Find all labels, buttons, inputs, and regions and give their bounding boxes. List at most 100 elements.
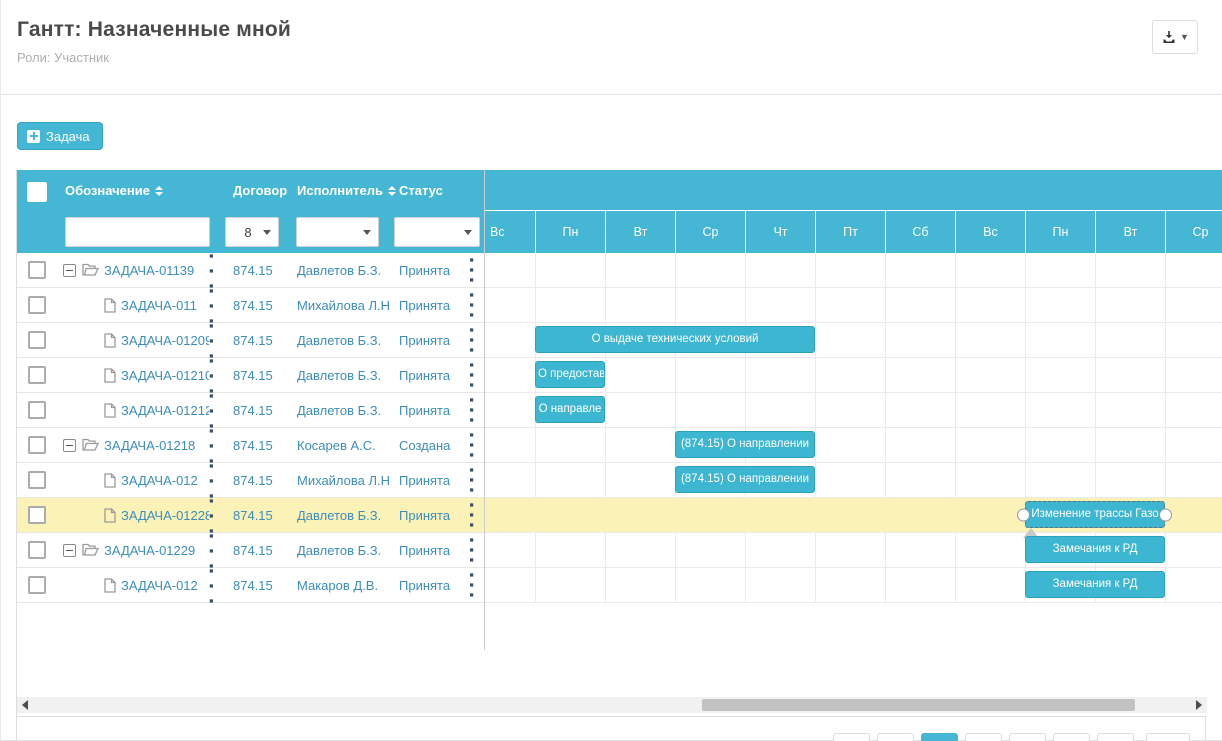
contract-link[interactable]: 874.15 bbox=[233, 402, 273, 418]
task-link[interactable]: ЗАДАЧА-01228 bbox=[121, 507, 209, 523]
task-link[interactable]: ЗАДАЧА-01229 bbox=[104, 542, 196, 558]
filter-status-select[interactable] bbox=[394, 217, 480, 247]
kebab-menu-icon[interactable]: ▪ ▪ ▪ bbox=[209, 492, 214, 538]
resize-handle-right[interactable] bbox=[1159, 508, 1172, 522]
task-link[interactable]: ЗАДАЧА-01218 bbox=[104, 437, 196, 453]
task-link[interactable]: ЗАДАЧА-011 bbox=[121, 297, 197, 313]
export-page-button[interactable] bbox=[1146, 733, 1190, 741]
contract-link[interactable]: 874.15 bbox=[233, 332, 273, 348]
kebab-menu-icon[interactable]: ▪ ▪ ▪ bbox=[209, 562, 214, 608]
page-first-button[interactable]: « bbox=[833, 733, 870, 741]
gantt-row: О предостав bbox=[485, 358, 1222, 393]
page-last-button[interactable]: » bbox=[1097, 733, 1134, 741]
contract-link[interactable]: 874.15 bbox=[233, 472, 273, 488]
add-task-button[interactable]: Задача bbox=[17, 122, 103, 150]
folder-icon bbox=[82, 543, 99, 557]
page-number-button[interactable]: 2 bbox=[965, 733, 1002, 741]
kebab-menu-icon[interactable]: ▪ ▪ ▪ bbox=[209, 387, 214, 433]
task-link[interactable]: ЗАДАЧА-01212 bbox=[121, 402, 209, 418]
day-header-cell: Пн bbox=[1025, 211, 1095, 253]
kebab-menu-icon[interactable]: ▪ ▪ ▪ bbox=[209, 457, 214, 503]
row-kebab-menu-icon[interactable]: ▪ ▪ ▪ bbox=[469, 252, 474, 287]
row-kebab-menu-icon[interactable]: ▪ ▪ ▪ bbox=[469, 357, 474, 392]
page-number-button[interactable]: 3 bbox=[1009, 733, 1046, 741]
row-kebab-menu-icon[interactable]: ▪ ▪ ▪ bbox=[469, 392, 474, 427]
column-header-assignee[interactable]: Исполнитель bbox=[295, 183, 396, 198]
contract-link[interactable]: 874.15 bbox=[233, 507, 273, 523]
row-checkbox[interactable] bbox=[28, 331, 46, 349]
page-number-button[interactable]: 1 bbox=[921, 733, 958, 741]
gantt-bar[interactable]: О предостав bbox=[535, 361, 605, 388]
filter-name-input[interactable] bbox=[65, 217, 210, 247]
kebab-menu-icon[interactable]: ▪ ▪ ▪ bbox=[209, 422, 214, 468]
row-checkbox[interactable] bbox=[28, 471, 46, 489]
row-kebab-menu-icon[interactable]: ▪ ▪ ▪ bbox=[469, 287, 474, 322]
row-checkbox[interactable] bbox=[28, 366, 46, 384]
drag-handle-triangle[interactable] bbox=[1023, 528, 1039, 538]
task-link[interactable]: ЗАДАЧА-01210 bbox=[121, 367, 209, 383]
kebab-menu-icon[interactable]: ▪ ▪ ▪ bbox=[209, 247, 214, 293]
document-icon bbox=[104, 577, 116, 593]
contract-link[interactable]: 874.15 bbox=[233, 542, 273, 558]
gridline bbox=[1165, 253, 1166, 603]
column-header-name[interactable]: Обозначение bbox=[57, 183, 163, 198]
contract-link[interactable]: 874.15 bbox=[233, 367, 273, 383]
assignee-name: Давлетов Б.З. bbox=[297, 542, 382, 558]
kebab-menu-icon[interactable]: ▪ ▪ ▪ bbox=[209, 282, 214, 328]
day-header-cell: Ср bbox=[1165, 211, 1222, 253]
page-prev-button[interactable]: ‹ bbox=[877, 733, 914, 741]
assignee-name: Михайлова Л.Н bbox=[297, 297, 391, 313]
contract-link[interactable]: 874.15 bbox=[233, 437, 273, 453]
task-link[interactable]: ЗАДАЧА-012 bbox=[121, 472, 198, 488]
task-link[interactable]: ЗАДАЧА-01139 bbox=[104, 262, 195, 278]
row-checkbox[interactable] bbox=[28, 576, 46, 594]
contract-link[interactable]: 874.15 bbox=[233, 262, 273, 278]
page-header: Гантт: Назначенные мной Роли: Участник ▼ bbox=[1, 0, 1222, 95]
gantt-bar[interactable]: Замечания к РД bbox=[1025, 571, 1165, 598]
table-row: ЗАДАЧА-01139 ▪ ▪ ▪ 874.15 Давлетов Б.З. Принят… bbox=[17, 249, 484, 292]
row-kebab-menu-icon[interactable]: ▪ ▪ ▪ bbox=[469, 532, 474, 567]
gantt-bar[interactable]: Замечания к РД bbox=[1025, 536, 1165, 563]
row-kebab-menu-icon[interactable]: ▪ ▪ ▪ bbox=[469, 462, 474, 497]
scroll-right-arrow-icon[interactable] bbox=[1196, 700, 1202, 710]
day-header-cell: Вс bbox=[490, 225, 505, 239]
select-all-checkbox[interactable] bbox=[27, 181, 47, 202]
filter-contract-select[interactable]: 8 bbox=[225, 217, 279, 247]
gridline bbox=[815, 253, 816, 603]
row-checkbox[interactable] bbox=[28, 436, 46, 454]
scrollbar-thumb[interactable] bbox=[702, 699, 1135, 711]
row-checkbox[interactable] bbox=[28, 506, 46, 524]
gantt-bar[interactable]: О выдаче технических условий bbox=[535, 326, 815, 353]
toolbar: Задача bbox=[1, 95, 1222, 155]
gantt-bar[interactable]: (874.15) О направлении bbox=[675, 466, 815, 493]
row-kebab-menu-icon[interactable]: ▪ ▪ ▪ bbox=[469, 497, 474, 532]
kebab-menu-icon[interactable]: ▪ ▪ ▪ bbox=[209, 352, 214, 398]
column-header-contract: Договор bbox=[233, 183, 288, 198]
resize-handle-left[interactable] bbox=[1017, 508, 1030, 522]
contract-link[interactable]: 874.15 bbox=[233, 297, 273, 313]
row-checkbox[interactable] bbox=[28, 261, 46, 279]
kebab-menu-icon[interactable]: ▪ ▪ ▪ bbox=[209, 317, 214, 363]
collapse-toggle-icon[interactable] bbox=[63, 263, 76, 277]
horizontal-scrollbar[interactable] bbox=[17, 697, 1207, 713]
row-checkbox[interactable] bbox=[28, 401, 46, 419]
row-kebab-menu-icon[interactable]: ▪ ▪ ▪ bbox=[469, 322, 474, 357]
filter-assignee-select[interactable] bbox=[296, 217, 379, 247]
collapse-toggle-icon[interactable] bbox=[63, 543, 76, 557]
gantt-bar[interactable]: (874.15) О направлении bbox=[675, 431, 815, 458]
row-checkbox[interactable] bbox=[28, 296, 46, 314]
scroll-left-arrow-icon[interactable] bbox=[22, 700, 28, 710]
row-kebab-menu-icon[interactable]: ▪ ▪ ▪ bbox=[469, 567, 474, 602]
row-checkbox[interactable] bbox=[28, 541, 46, 559]
kebab-menu-icon[interactable]: ▪ ▪ ▪ bbox=[209, 527, 214, 573]
row-kebab-menu-icon[interactable]: ▪ ▪ ▪ bbox=[469, 427, 474, 462]
export-button[interactable]: ▼ bbox=[1152, 20, 1198, 54]
task-link[interactable]: ЗАДАЧА-01209 bbox=[121, 332, 209, 348]
task-link[interactable]: ЗАДАЧА-012 bbox=[121, 577, 198, 593]
gantt-bar-selected[interactable]: Изменение трассы Газо bbox=[1025, 501, 1165, 528]
gantt-bar[interactable]: О направле bbox=[535, 396, 605, 423]
contract-link[interactable]: 874.15 bbox=[233, 577, 273, 593]
status-badge: Принята bbox=[399, 332, 451, 348]
page-next-button[interactable]: › bbox=[1053, 733, 1090, 741]
collapse-toggle-icon[interactable] bbox=[63, 438, 76, 452]
